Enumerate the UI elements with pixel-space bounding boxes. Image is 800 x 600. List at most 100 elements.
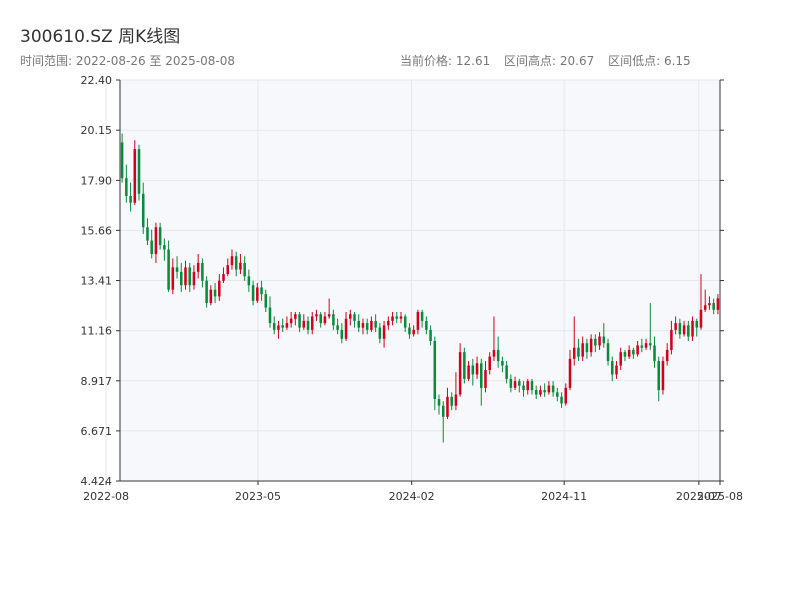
candle-body [501,361,504,366]
candle-body [243,262,246,277]
candle-body [534,390,538,395]
candle-body [488,356,491,370]
candle-body [298,314,301,328]
candle-body [450,396,453,406]
candle-body [695,320,699,328]
candle-body [272,323,276,330]
candle-body [712,303,715,310]
candle-body [513,381,517,388]
candle-body [281,325,284,328]
y-tick-label: 13.41 [81,275,113,288]
x-tick-label: 2023-05 [235,490,281,503]
candle-body [619,352,622,366]
candle-body [598,336,601,346]
candle-body [539,390,542,395]
candle-body [226,265,230,275]
candle-body [391,316,394,321]
candle-body [357,320,360,328]
x-tick-label: 2025-08 [697,490,743,503]
candle-body [344,318,348,339]
candle-body [623,352,627,357]
candle-body [201,262,204,281]
candle-body [480,363,483,388]
candle-body [644,343,648,348]
y-tick-label: 17.90 [81,174,113,187]
candle-body [509,378,513,388]
candle-body [560,396,563,404]
candle-body [716,298,720,310]
price-summary: 当前价格: 12.61 区间高点: 20.67 区间低点: 6.15 [400,52,701,69]
candle-body [657,361,660,391]
candle-body [137,149,141,194]
candle-body [674,323,677,330]
candle-body [192,271,196,286]
candle-body [175,267,179,272]
candle-body [408,327,411,335]
y-tick-label: 22.40 [81,74,113,87]
candle-body [209,289,213,304]
candle-body [610,361,614,375]
candle-body [205,280,208,304]
candle-body [395,316,399,319]
candle-body [708,303,711,306]
y-tick-label: 6.671 [81,425,113,438]
candle-body [699,309,703,328]
candle-body [441,405,445,417]
candle-body [256,287,259,301]
candle-body [306,320,310,330]
candle-body [636,345,639,355]
candle-body [387,320,390,326]
candle-body [196,262,200,272]
candle-body [678,323,682,335]
chart-title: 300610.SZ 周K线图 [20,27,181,47]
candle-body [239,262,242,270]
x-axis-ticks: 2022-08 2023-05 2024-02 2024-11 2025-072025-… [83,481,743,503]
candle-body [230,256,234,266]
candle-body [581,343,584,357]
candle-body [437,398,441,406]
candle-body [302,320,306,328]
candle-body [572,347,576,359]
candle-body [120,142,124,179]
y-tick-label: 15.66 [81,224,113,237]
candle-body [526,381,530,391]
candle-body [353,314,356,321]
y-axis-ticks: 22.40 20.15 17.90 15.66 13.41 11.16 8.917 6.671… [81,74,724,488]
candle-body [378,327,382,339]
range-high-text: 区间高点: 20.67 [504,54,595,68]
candle-body [551,385,555,393]
candle-body [653,345,656,362]
candle-body [129,195,132,203]
candle-body [518,381,521,386]
candle-body [247,276,251,286]
candle-body [167,249,170,290]
date-range-text: 时间范围: 2022-08-26 至 2025-08-08 [20,54,235,68]
current-price-text: 当前价格: 12.61 [400,54,491,68]
range-low-text: 区间低点: 6.15 [608,54,691,68]
candle-body [323,316,327,324]
candle-body [425,320,428,330]
candle-body [403,316,407,328]
candle-body [416,311,420,330]
candle-body [530,381,534,391]
candle-body [505,365,508,379]
candle-body [382,325,386,339]
candle-body [543,390,546,393]
candle-body [632,349,635,355]
candle-body [594,338,597,346]
y-tick-label: 4.424 [81,475,113,488]
candle-body [370,320,373,330]
candle-body [154,227,158,254]
candle-body [188,267,191,286]
candle-body [184,267,187,286]
candle-body [264,294,268,308]
candle-body [327,314,331,317]
candle-body [289,318,293,324]
candle-body [294,314,297,319]
grid-lines [105,79,721,482]
candle-body [158,227,162,246]
candle-body [496,349,500,362]
candle-body [336,325,339,330]
candle-body [180,271,183,286]
